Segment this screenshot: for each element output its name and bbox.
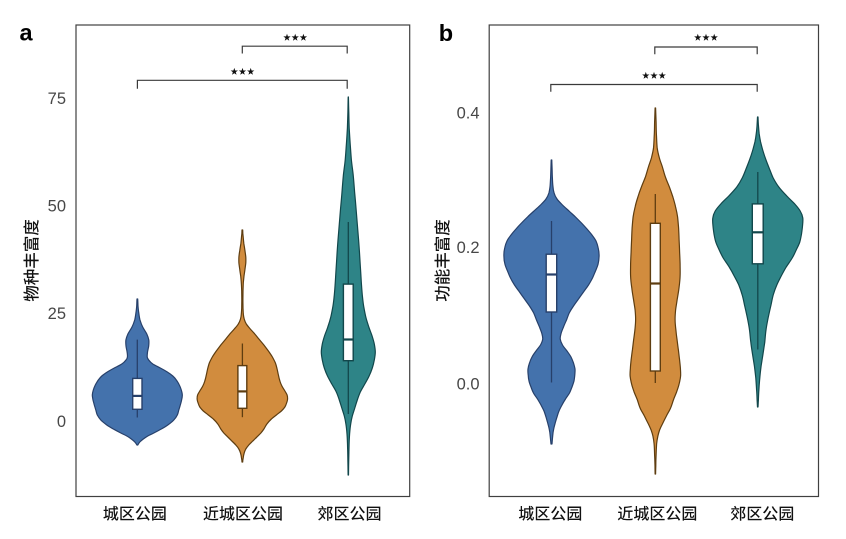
svg-text:0.2: 0.2 [457,239,480,257]
svg-text:0.4: 0.4 [457,104,480,122]
svg-text:50: 50 [48,197,66,215]
svg-text:0.0: 0.0 [457,376,480,394]
svg-text:b: b [439,20,453,46]
svg-text:a: a [20,19,34,45]
svg-text:0: 0 [57,413,66,431]
svg-text:25: 25 [48,305,66,323]
svg-text:75: 75 [48,90,66,108]
